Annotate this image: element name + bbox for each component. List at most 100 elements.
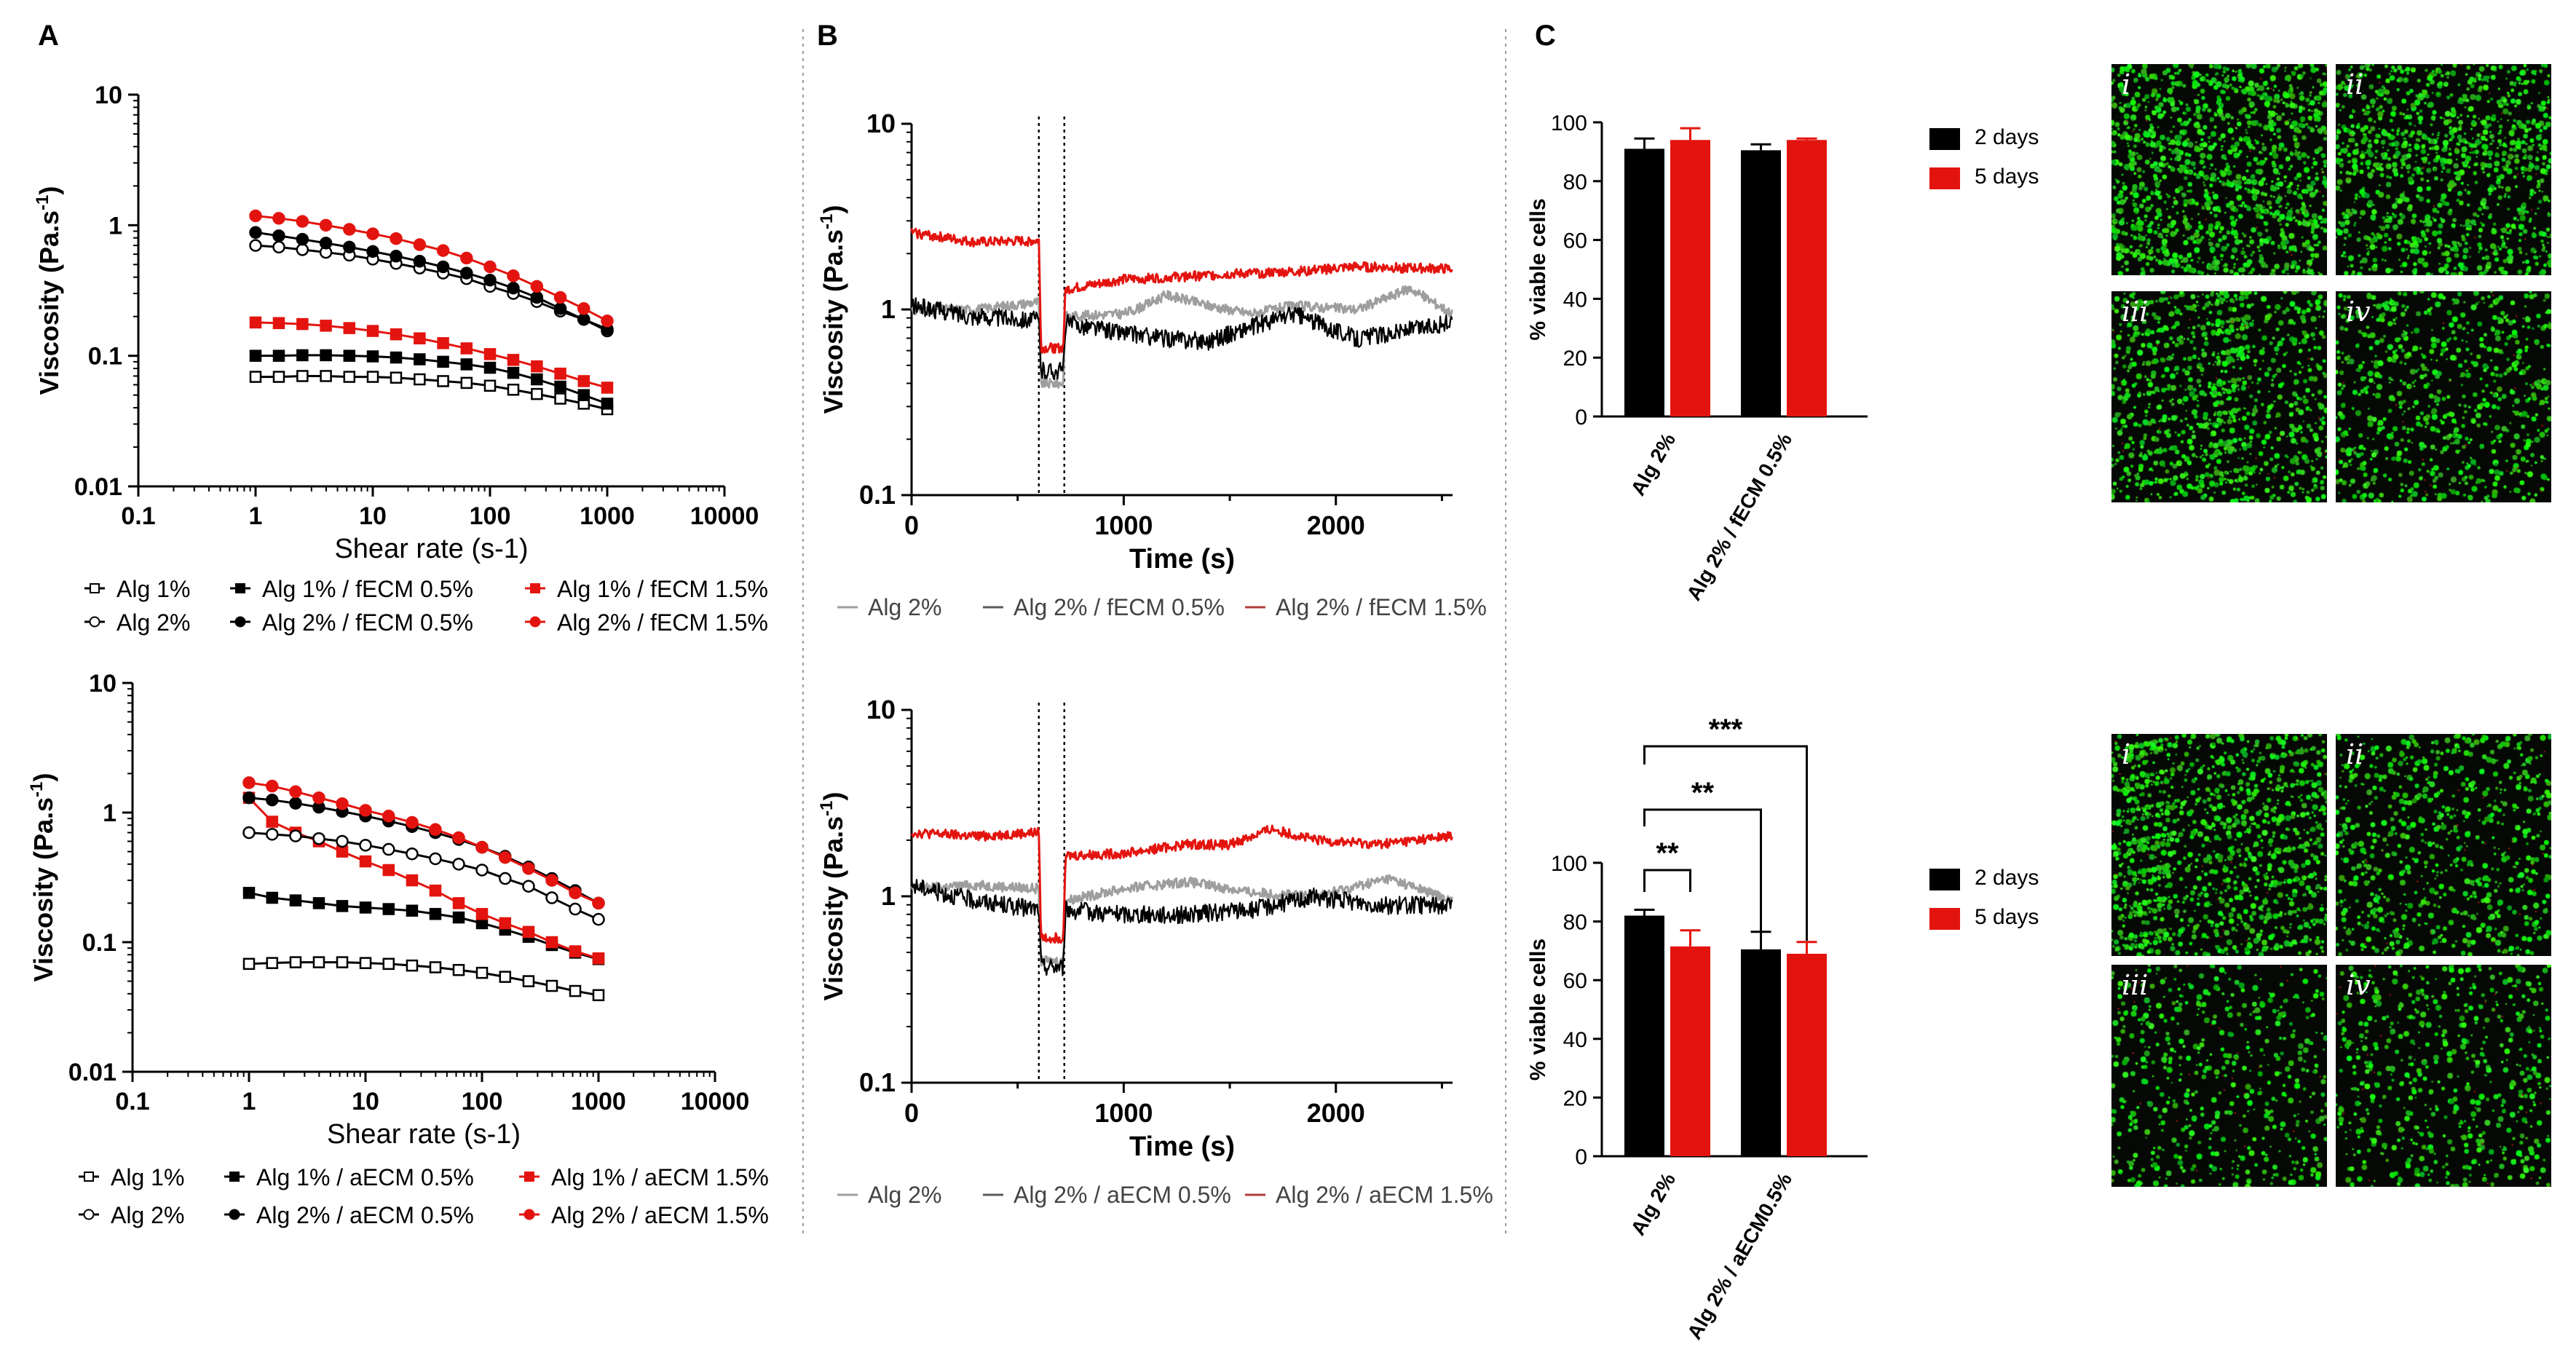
data-point [366,227,379,240]
x-tick-label: 10000 [690,502,759,530]
legend-label: Alg 1% / aECM 0.5% [256,1164,474,1190]
data-point [296,243,309,256]
significance-bracket [1643,808,1762,932]
legend-label: Alg 1% / fECM 1.5% [557,576,768,602]
data-point [242,887,256,899]
bar [1670,946,1710,1156]
series-line [910,824,1453,944]
y-axis-label-part: -1 [817,214,837,229]
data-point [382,903,395,915]
data-point [343,349,356,362]
data-point [366,350,379,363]
legend-swatch-marker [530,583,540,593]
data-point [483,273,497,287]
x-axis-label: Time (s) [1129,1131,1235,1162]
legend-swatch-marker [524,1172,534,1182]
data-point [312,897,325,909]
fluorescence-image [2111,734,2327,956]
micrograph-label: ii [2346,68,2364,100]
micrograph-label: iii [2122,969,2149,1001]
data-point [336,797,349,810]
legend-label: Alg 2% [868,1182,941,1208]
y-tick-label: 0 [1575,406,1587,430]
bar [1787,953,1827,1156]
significance-bracket [1643,869,1691,892]
data-point [429,852,442,866]
data-point [366,371,379,383]
data-point [390,232,403,245]
fluorescence-image [2336,734,2551,956]
x-tick-label: 10 [352,1088,379,1115]
y-tick-label: 80 [1563,911,1587,935]
data-point [545,891,558,904]
y-tick-label: 10 [866,695,896,724]
micrograph-label: ii [2346,738,2364,770]
y-tick-label: 20 [1563,347,1587,371]
category-label: Alg 2% / aECM0.5% [1683,1169,1796,1343]
legend-swatch-marker [234,616,246,628]
data-point [460,266,473,280]
data-point [554,380,566,393]
legend-label: Alg 2% / fECM 1.5% [557,609,768,636]
data-point [507,383,520,396]
data-point [507,366,520,379]
micrograph-bottom-i: i [2111,734,2327,956]
data-point [336,900,349,912]
x-tick-label: 1 [249,502,263,530]
micrograph-label: iv [2346,969,2371,1001]
data-point [601,382,614,394]
data-point [249,239,262,252]
legend-swatch-marker [90,583,100,593]
y-tick-label: 1 [881,294,896,324]
x-tick-label: 0 [904,1098,919,1128]
legend-label: Alg 2% [111,1202,184,1228]
data-point [483,361,497,374]
data-point [382,957,395,971]
bar [1741,150,1781,416]
series-line [255,321,608,389]
y-axis-label: % viable cells [1526,939,1550,1081]
data-point [483,379,497,392]
series-line [910,874,1453,967]
data-point [390,250,403,263]
data-point [272,371,285,383]
legend-label: Alg 2% / aECM 1.5% [1276,1182,1493,1208]
data-point [343,371,356,383]
data-point [592,952,605,965]
legend-swatch [1929,128,1960,150]
data-point [359,839,372,852]
fluorescence-image [2336,64,2551,275]
data-point [242,957,256,971]
y-tick-label: 1 [881,881,896,911]
fluorescence-image [2336,291,2551,502]
data-point [272,349,285,362]
series-line [248,891,599,960]
micrograph-label: iii [2122,296,2149,328]
panel-label-a: A [38,20,59,52]
legend-label: 5 days [1975,905,2039,929]
series-line [248,781,599,904]
data-point [507,354,520,366]
data-point [390,371,403,384]
y-tick-label: 100 [1551,111,1587,135]
x-tick-label: 10 [359,502,387,530]
y-tick-label: 0.01 [74,473,122,501]
y-axis-label-part: -1 [33,195,52,210]
series-line [910,285,1453,389]
data-point [296,370,309,382]
significance-bracket [1643,745,1808,941]
data-point [249,209,262,223]
series-line [910,877,1453,976]
data-point [319,218,333,232]
bar [1624,149,1664,417]
y-axis-label-part: ) [818,792,848,801]
data-point [569,984,582,998]
data-point [554,367,566,380]
data-point [460,342,473,355]
data-point [359,804,372,817]
series-line [256,374,608,411]
data-point [531,387,543,400]
data-point [336,845,349,858]
data-point [289,785,302,799]
data-point [452,897,465,909]
